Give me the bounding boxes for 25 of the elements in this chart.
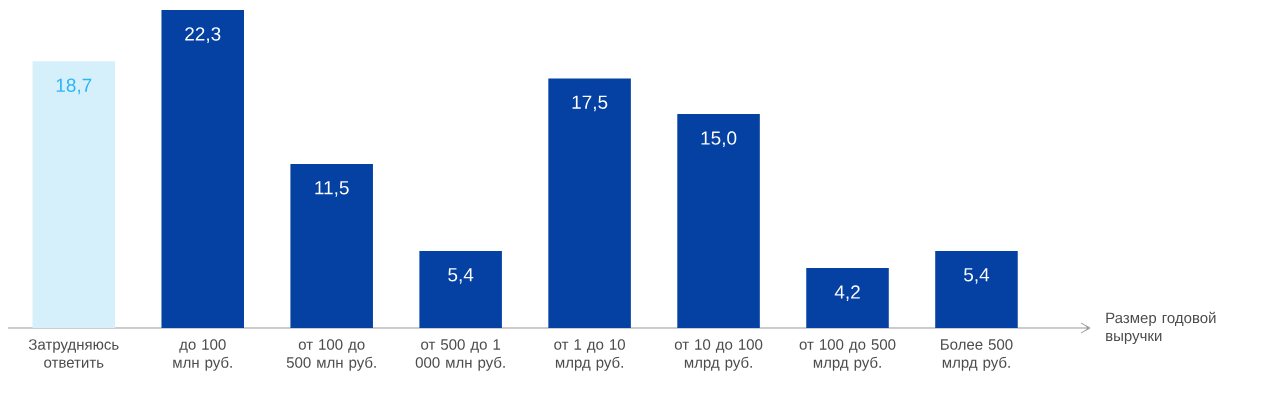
data-label: 15,0: [701, 131, 737, 147]
bar: [419, 250, 502, 328]
data-label: 5,4: [448, 268, 474, 284]
bar: [806, 268, 889, 328]
x-tick-label: от 500 до 1 000 млн руб.: [415, 339, 505, 371]
data-label: 5,4: [964, 268, 990, 284]
data-label: 4,2: [834, 285, 860, 302]
data-label: 18,7: [56, 78, 92, 95]
data-label: 22,3: [185, 27, 221, 43]
x-tick-label: от 1 до 10 млрд руб.: [554, 339, 625, 371]
x-tick-label: от 10 до 100 млрд руб.: [674, 339, 763, 371]
x-tick-label: от 100 до 500 млн руб.: [286, 339, 376, 371]
bar: [677, 114, 760, 328]
bar: [32, 61, 116, 328]
data-label: 11,5: [315, 181, 349, 197]
x-tick-label: Более 500 млрд руб.: [941, 339, 1013, 371]
data-label: 17,5: [572, 95, 608, 112]
x-tick-label: Затрудняюсь ответить: [28, 339, 119, 368]
bar: [548, 78, 631, 328]
bar: [161, 10, 244, 328]
bar: [290, 164, 373, 328]
x-axis-title: Размер годовой выручки: [1106, 311, 1216, 345]
x-tick-label: до 100 млн руб.: [173, 339, 232, 371]
bar: [935, 250, 1018, 328]
x-tick-label: от 100 до 500 млрд руб.: [799, 339, 896, 371]
